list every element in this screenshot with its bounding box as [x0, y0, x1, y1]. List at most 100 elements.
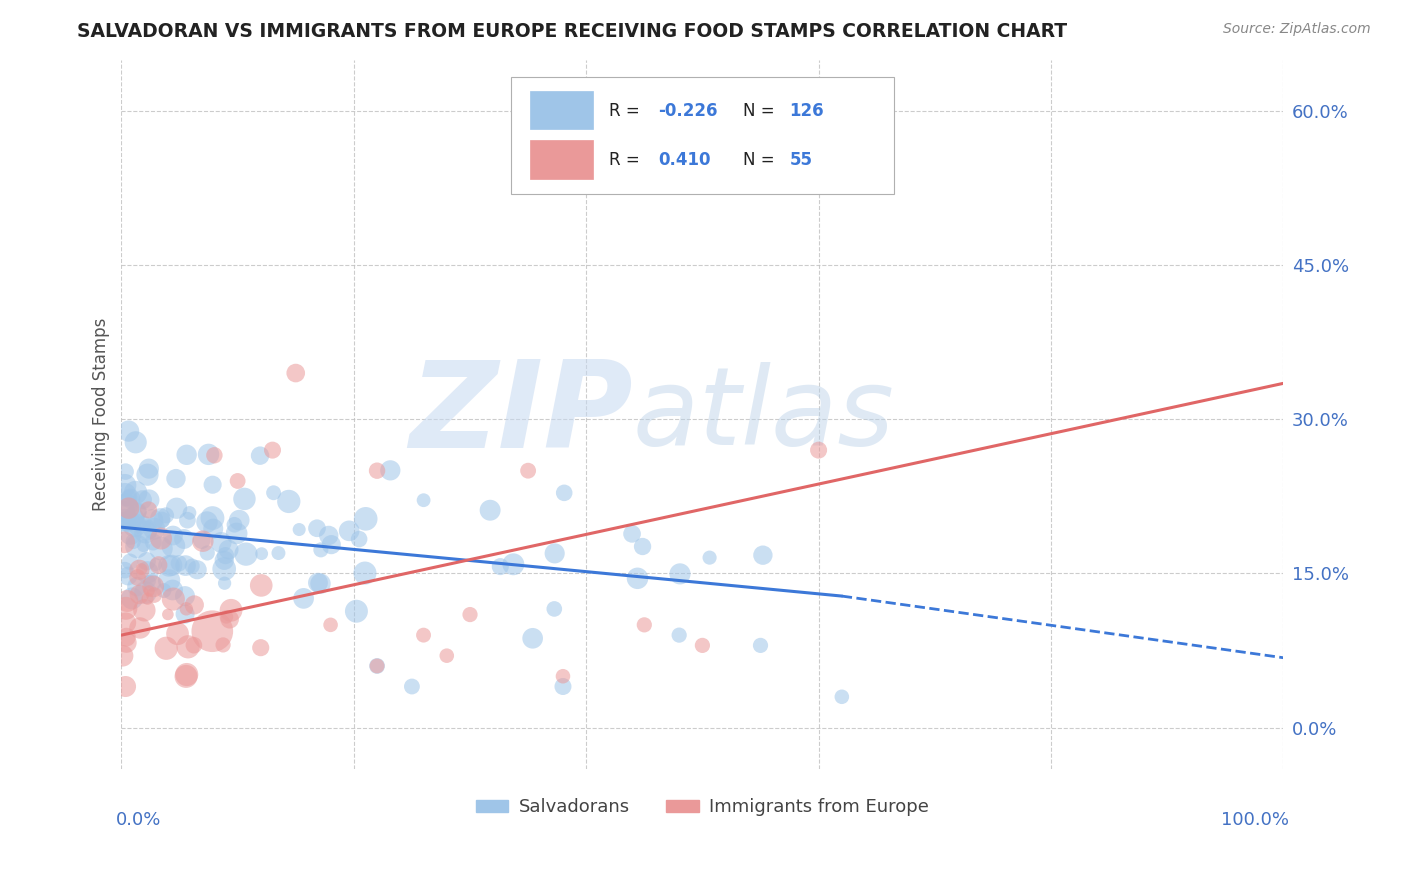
- Point: [157, 558, 180, 573]
- Point: [121, 591, 143, 606]
- Point: [115, 635, 138, 649]
- Point: [226, 474, 249, 488]
- Point: [136, 566, 159, 580]
- Point: [174, 669, 197, 683]
- Point: [136, 467, 159, 482]
- Point: [115, 516, 138, 530]
- Point: [201, 624, 224, 639]
- Point: [129, 621, 152, 635]
- Text: 100.0%: 100.0%: [1222, 812, 1289, 830]
- Point: [191, 534, 214, 549]
- Point: [125, 506, 148, 520]
- Point: [544, 546, 567, 560]
- Point: [224, 517, 246, 532]
- Point: [551, 669, 574, 683]
- Point: [174, 607, 197, 621]
- Point: [128, 563, 150, 577]
- Point: [122, 534, 145, 549]
- Point: [122, 510, 145, 524]
- Point: [155, 508, 177, 523]
- Point: [183, 598, 205, 612]
- Point: [115, 499, 138, 513]
- Point: [114, 680, 136, 694]
- Point: [115, 515, 138, 529]
- Point: [354, 512, 377, 526]
- Point: [143, 522, 166, 536]
- Point: [366, 464, 388, 478]
- Point: [458, 607, 481, 622]
- Point: [134, 585, 156, 599]
- Point: [831, 690, 853, 704]
- Point: [752, 548, 775, 562]
- Point: [186, 563, 208, 577]
- Point: [114, 488, 136, 502]
- Point: [215, 610, 238, 624]
- Point: [124, 521, 146, 535]
- Point: [183, 638, 205, 652]
- Point: [138, 503, 160, 517]
- Point: [176, 448, 198, 462]
- Point: [150, 532, 173, 546]
- Point: [553, 486, 575, 500]
- Point: [125, 540, 148, 554]
- Point: [692, 639, 714, 653]
- Point: [551, 680, 574, 694]
- Point: [235, 547, 257, 561]
- Point: [115, 630, 138, 644]
- Point: [228, 513, 250, 527]
- Point: [118, 555, 141, 569]
- Point: [543, 602, 565, 616]
- Point: [218, 612, 240, 626]
- Point: [120, 491, 142, 506]
- Point: [114, 563, 136, 577]
- Point: [212, 638, 235, 652]
- Point: [134, 603, 156, 617]
- Point: [162, 539, 184, 553]
- Point: [162, 592, 184, 607]
- Point: [167, 557, 190, 571]
- Point: [621, 526, 644, 541]
- Point: [124, 518, 146, 533]
- Point: [214, 576, 236, 591]
- Point: [201, 477, 224, 491]
- Point: [668, 628, 690, 642]
- Text: N =: N =: [742, 102, 780, 120]
- Point: [120, 526, 142, 541]
- Point: [197, 447, 219, 461]
- Point: [141, 513, 163, 527]
- Point: [111, 648, 134, 663]
- Point: [305, 521, 328, 535]
- Point: [165, 472, 187, 486]
- Point: [263, 485, 285, 500]
- Point: [292, 591, 315, 606]
- Point: [219, 603, 242, 617]
- Point: [166, 501, 188, 516]
- Point: [150, 513, 173, 527]
- Point: [134, 516, 156, 530]
- Point: [347, 532, 370, 546]
- Point: [115, 601, 138, 615]
- Point: [156, 607, 179, 622]
- Point: [118, 491, 141, 506]
- Text: Source: ZipAtlas.com: Source: ZipAtlas.com: [1223, 22, 1371, 37]
- Point: [249, 449, 271, 463]
- Point: [191, 533, 214, 548]
- Point: [138, 574, 160, 589]
- Point: [212, 562, 235, 576]
- Point: [148, 558, 170, 572]
- Point: [142, 535, 165, 549]
- Point: [173, 532, 195, 546]
- Point: [181, 559, 204, 574]
- Point: [114, 478, 136, 492]
- Point: [114, 504, 136, 518]
- Point: [631, 540, 654, 554]
- Y-axis label: Receiving Food Stamps: Receiving Food Stamps: [93, 318, 110, 511]
- Point: [309, 542, 332, 557]
- Point: [145, 558, 167, 572]
- Point: [128, 587, 150, 601]
- Point: [202, 448, 225, 462]
- Point: [669, 566, 692, 581]
- Point: [366, 659, 388, 673]
- Point: [115, 594, 138, 608]
- Point: [127, 570, 149, 584]
